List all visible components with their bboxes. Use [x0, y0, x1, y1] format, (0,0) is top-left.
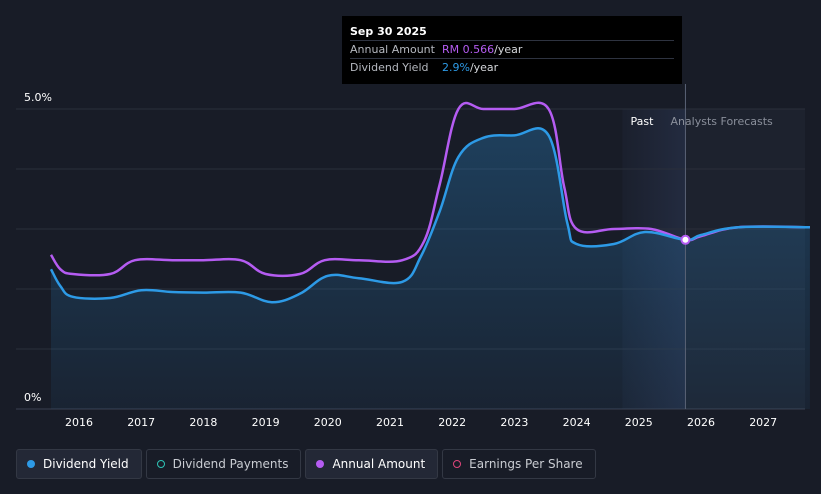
legend-annual-amount-dot-icon	[316, 460, 325, 468]
legend-annual-amount-label: Annual Amount	[332, 457, 426, 471]
tooltip-annual-value: RM 0.566	[442, 43, 495, 56]
legend-dividend-payments[interactable]: Dividend Payments	[145, 449, 302, 479]
x-axis-ticks: 2016 2017 2018 2019 2020 2021 2022 2023 2024 2025…	[65, 416, 777, 429]
legend-earnings-per-share-dot-icon	[453, 460, 462, 468]
y-tick-label: 0%	[24, 391, 41, 404]
tooltip-yield-label: Dividend Yield	[350, 61, 429, 74]
x-tick-label: 2018	[189, 416, 217, 429]
dividend-yield-line	[49, 127, 810, 304]
forecast-region-label: Analysts Forecasts	[670, 115, 773, 128]
legend-dividend-yield[interactable]: Dividend Yield	[16, 449, 142, 479]
y-axis-ticks: 0% 5.0%	[24, 91, 52, 404]
x-tick-label: 2019	[252, 416, 280, 429]
tooltip-annual-row: Annual Amount RM 0.566 /year	[350, 40, 674, 58]
x-tick-label: 2026	[687, 416, 715, 429]
legend-earnings-per-share-label: Earnings Per Share	[469, 457, 583, 471]
x-tick-label: 2021	[376, 416, 404, 429]
highlight-point	[680, 234, 691, 245]
tooltip-yield-row: Dividend Yield 2.9% /year	[350, 58, 674, 76]
legend-dividend-yield-label: Dividend Yield	[43, 457, 129, 471]
x-tick-label: 2027	[749, 416, 777, 429]
x-tick-label: 2022	[438, 416, 466, 429]
y-tick-label: 5.0%	[24, 91, 52, 104]
x-tick-label: 2016	[65, 416, 93, 429]
x-tick-label: 2020	[314, 416, 342, 429]
x-tick-label: 2023	[500, 416, 528, 429]
tooltip-yield-unit: /year	[469, 61, 499, 74]
legend-dividend-payments-dot-icon	[156, 460, 165, 468]
x-tick-label: 2025	[625, 416, 653, 429]
x-tick-label: 2017	[127, 416, 155, 429]
past-region-label: Past	[631, 115, 655, 128]
legend-annual-amount[interactable]: Annual Amount	[305, 449, 439, 479]
legend-dividend-yield-dot-icon	[27, 460, 35, 468]
legend: Dividend Yield Dividend Payments Annual …	[16, 449, 596, 479]
tooltip-annual-label: Annual Amount	[350, 43, 435, 56]
legend-dividend-payments-label: Dividend Payments	[172, 457, 289, 471]
dividend-yield-area	[51, 128, 810, 409]
tooltip-annual-unit: /year	[494, 43, 523, 56]
x-tick-label: 2024	[563, 416, 591, 429]
tooltip: Sep 30 2025 Annual Amount RM 0.566 /year…	[342, 16, 682, 84]
annual-amount-line	[49, 101, 810, 278]
tooltip-date: Sep 30 2025	[350, 25, 427, 38]
legend-earnings-per-share[interactable]: Earnings Per Share	[442, 449, 596, 479]
tooltip-yield-value: 2.9%	[442, 61, 470, 74]
